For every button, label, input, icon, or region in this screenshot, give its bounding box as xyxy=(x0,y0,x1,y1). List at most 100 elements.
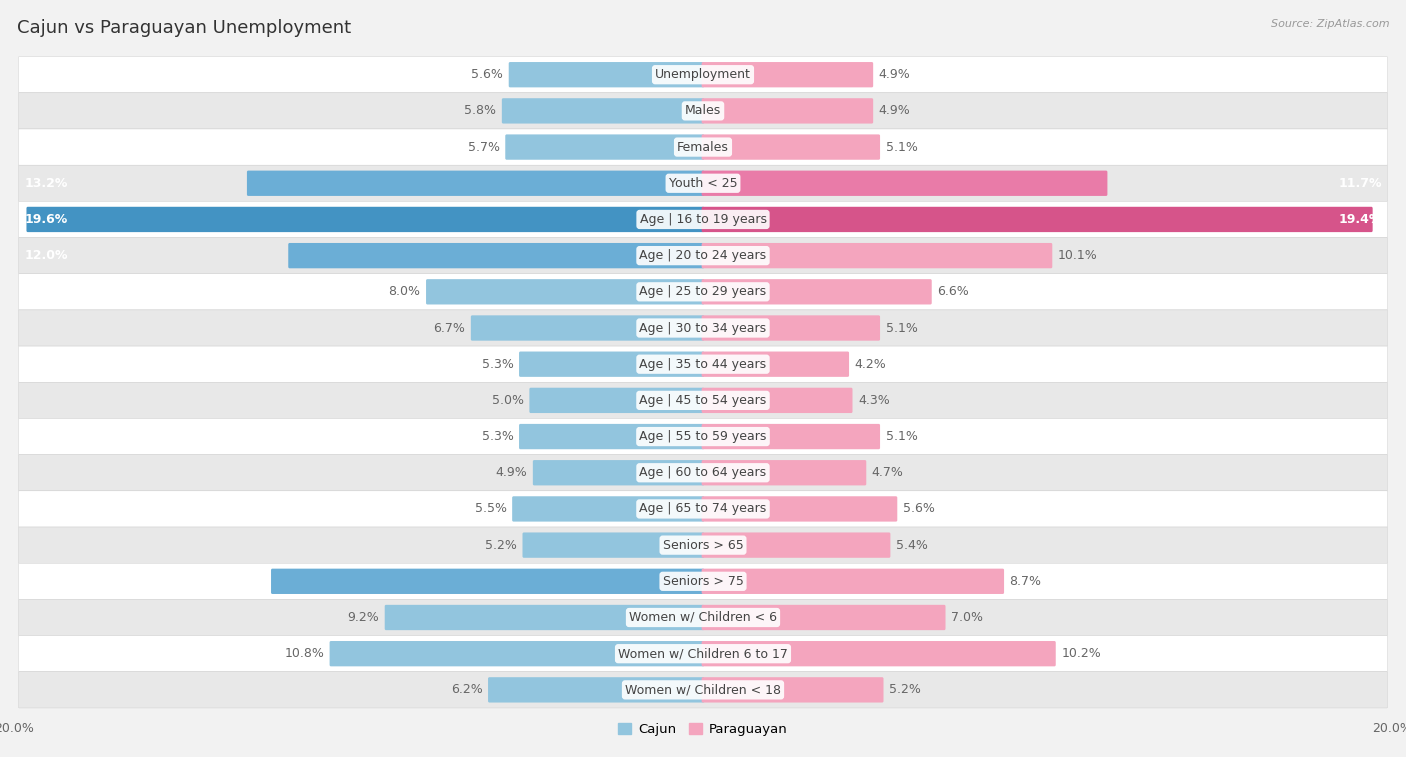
Text: 5.7%: 5.7% xyxy=(468,141,499,154)
Text: Age | 20 to 24 years: Age | 20 to 24 years xyxy=(640,249,766,262)
FancyBboxPatch shape xyxy=(702,316,880,341)
Text: 6.7%: 6.7% xyxy=(433,322,465,335)
FancyBboxPatch shape xyxy=(18,636,1388,671)
Text: 13.2%: 13.2% xyxy=(24,177,67,190)
FancyBboxPatch shape xyxy=(702,678,883,702)
Text: 4.2%: 4.2% xyxy=(855,358,886,371)
Text: Females: Females xyxy=(678,141,728,154)
Text: 4.9%: 4.9% xyxy=(495,466,527,479)
FancyBboxPatch shape xyxy=(18,563,1388,600)
FancyBboxPatch shape xyxy=(271,569,704,594)
FancyBboxPatch shape xyxy=(702,243,1052,268)
Text: Cajun vs Paraguayan Unemployment: Cajun vs Paraguayan Unemployment xyxy=(17,19,352,37)
FancyBboxPatch shape xyxy=(533,460,704,485)
Text: 5.2%: 5.2% xyxy=(889,684,921,696)
Text: 11.7%: 11.7% xyxy=(1339,177,1382,190)
FancyBboxPatch shape xyxy=(18,57,1388,93)
FancyBboxPatch shape xyxy=(18,93,1388,129)
Text: 5.6%: 5.6% xyxy=(471,68,503,81)
Text: Women w/ Children < 18: Women w/ Children < 18 xyxy=(626,684,780,696)
FancyBboxPatch shape xyxy=(288,243,704,268)
FancyBboxPatch shape xyxy=(702,641,1056,666)
FancyBboxPatch shape xyxy=(18,419,1388,455)
Text: 10.1%: 10.1% xyxy=(1057,249,1098,262)
FancyBboxPatch shape xyxy=(702,62,873,87)
Text: Age | 60 to 64 years: Age | 60 to 64 years xyxy=(640,466,766,479)
Text: Women w/ Children < 6: Women w/ Children < 6 xyxy=(628,611,778,624)
Text: 5.5%: 5.5% xyxy=(475,503,506,516)
Text: Age | 30 to 34 years: Age | 30 to 34 years xyxy=(640,322,766,335)
FancyBboxPatch shape xyxy=(505,135,704,160)
FancyBboxPatch shape xyxy=(702,497,897,522)
FancyBboxPatch shape xyxy=(702,532,890,558)
FancyBboxPatch shape xyxy=(18,527,1388,563)
Text: 7.0%: 7.0% xyxy=(950,611,983,624)
Text: 5.1%: 5.1% xyxy=(886,141,918,154)
FancyBboxPatch shape xyxy=(702,207,1372,232)
FancyBboxPatch shape xyxy=(18,600,1388,636)
Text: Age | 16 to 19 years: Age | 16 to 19 years xyxy=(640,213,766,226)
Text: Age | 55 to 59 years: Age | 55 to 59 years xyxy=(640,430,766,443)
FancyBboxPatch shape xyxy=(18,346,1388,382)
FancyBboxPatch shape xyxy=(702,569,1004,594)
Text: 4.3%: 4.3% xyxy=(858,394,890,407)
FancyBboxPatch shape xyxy=(702,135,880,160)
FancyBboxPatch shape xyxy=(702,170,1108,196)
FancyBboxPatch shape xyxy=(512,497,704,522)
FancyBboxPatch shape xyxy=(502,98,704,123)
Text: Males: Males xyxy=(685,104,721,117)
FancyBboxPatch shape xyxy=(329,641,704,666)
Text: Seniors > 75: Seniors > 75 xyxy=(662,575,744,587)
Text: 5.4%: 5.4% xyxy=(896,539,928,552)
FancyBboxPatch shape xyxy=(18,274,1388,310)
Text: Unemployment: Unemployment xyxy=(655,68,751,81)
FancyBboxPatch shape xyxy=(18,671,1388,708)
FancyBboxPatch shape xyxy=(18,129,1388,165)
FancyBboxPatch shape xyxy=(27,207,704,232)
FancyBboxPatch shape xyxy=(18,382,1388,419)
FancyBboxPatch shape xyxy=(702,388,852,413)
FancyBboxPatch shape xyxy=(530,388,704,413)
Legend: Cajun, Paraguayan: Cajun, Paraguayan xyxy=(613,718,793,741)
Text: 4.9%: 4.9% xyxy=(879,68,911,81)
Text: 9.2%: 9.2% xyxy=(347,611,380,624)
Text: 5.8%: 5.8% xyxy=(464,104,496,117)
FancyBboxPatch shape xyxy=(488,678,704,702)
Text: 5.3%: 5.3% xyxy=(482,358,513,371)
FancyBboxPatch shape xyxy=(702,460,866,485)
FancyBboxPatch shape xyxy=(509,62,704,87)
Text: 5.1%: 5.1% xyxy=(886,430,918,443)
Text: 8.7%: 8.7% xyxy=(1010,575,1042,587)
Text: 8.0%: 8.0% xyxy=(388,285,420,298)
FancyBboxPatch shape xyxy=(523,532,704,558)
Text: Age | 25 to 29 years: Age | 25 to 29 years xyxy=(640,285,766,298)
Text: Seniors > 65: Seniors > 65 xyxy=(662,539,744,552)
Text: 5.0%: 5.0% xyxy=(492,394,524,407)
Text: 10.2%: 10.2% xyxy=(1062,647,1101,660)
Text: 6.2%: 6.2% xyxy=(451,684,482,696)
Text: Age | 65 to 74 years: Age | 65 to 74 years xyxy=(640,503,766,516)
FancyBboxPatch shape xyxy=(18,165,1388,201)
Text: 6.6%: 6.6% xyxy=(938,285,969,298)
Text: 19.6%: 19.6% xyxy=(24,213,67,226)
FancyBboxPatch shape xyxy=(519,351,704,377)
FancyBboxPatch shape xyxy=(18,455,1388,491)
FancyBboxPatch shape xyxy=(702,279,932,304)
FancyBboxPatch shape xyxy=(18,201,1388,238)
FancyBboxPatch shape xyxy=(702,98,873,123)
Text: Age | 35 to 44 years: Age | 35 to 44 years xyxy=(640,358,766,371)
FancyBboxPatch shape xyxy=(519,424,704,449)
FancyBboxPatch shape xyxy=(471,316,704,341)
Text: 4.7%: 4.7% xyxy=(872,466,904,479)
Text: 12.5%: 12.5% xyxy=(24,575,67,587)
Text: 5.2%: 5.2% xyxy=(485,539,517,552)
FancyBboxPatch shape xyxy=(702,605,945,630)
Text: 19.4%: 19.4% xyxy=(1339,213,1382,226)
Text: Youth < 25: Youth < 25 xyxy=(669,177,737,190)
Text: 12.0%: 12.0% xyxy=(24,249,67,262)
Text: 5.1%: 5.1% xyxy=(886,322,918,335)
FancyBboxPatch shape xyxy=(247,170,704,196)
Text: Source: ZipAtlas.com: Source: ZipAtlas.com xyxy=(1271,19,1389,29)
FancyBboxPatch shape xyxy=(18,491,1388,527)
Text: Women w/ Children 6 to 17: Women w/ Children 6 to 17 xyxy=(619,647,787,660)
